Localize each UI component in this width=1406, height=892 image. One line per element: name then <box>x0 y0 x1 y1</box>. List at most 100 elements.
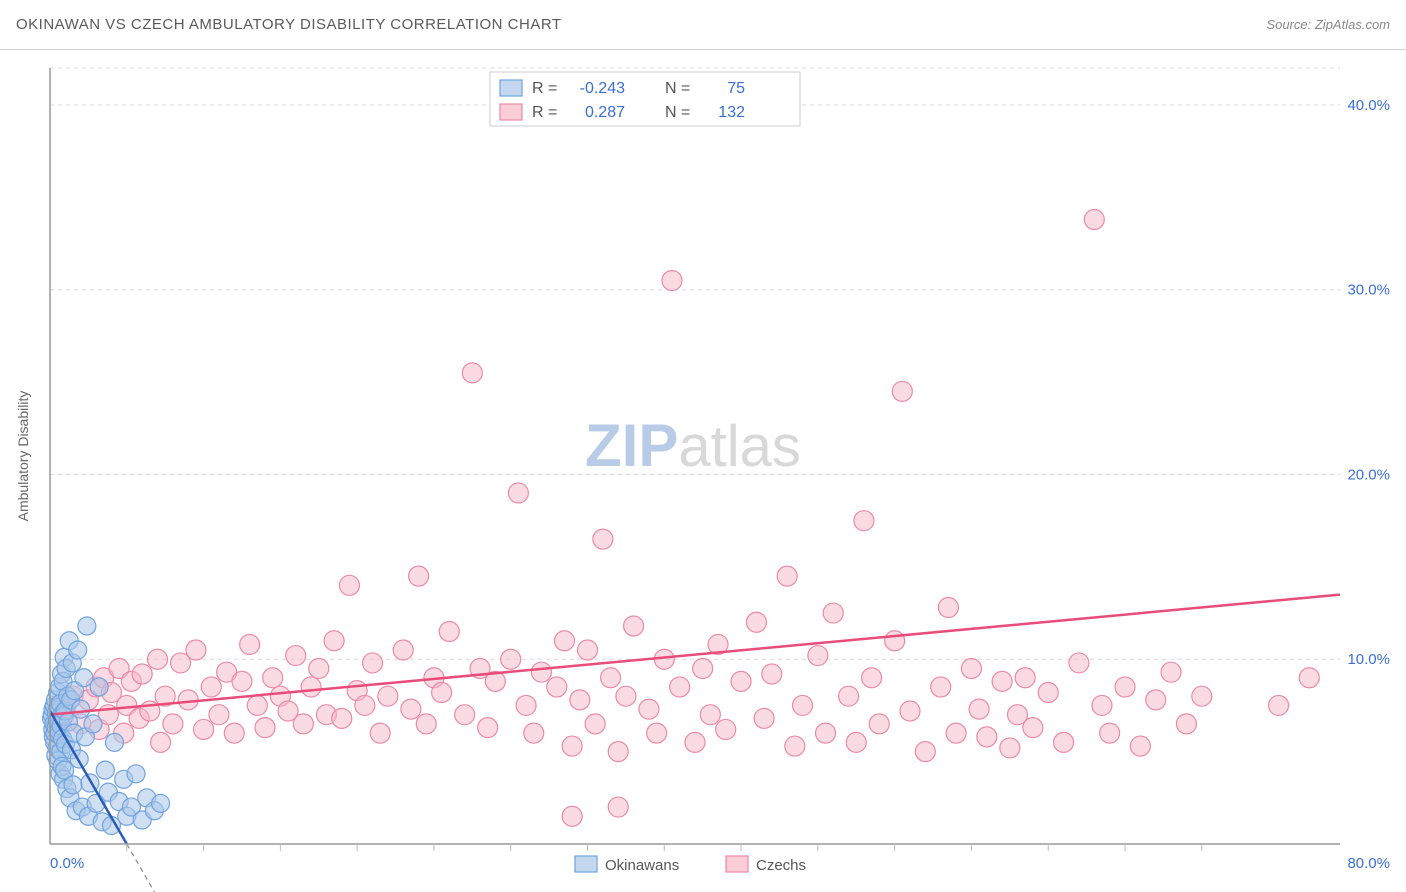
data-point <box>862 668 882 688</box>
y-tick-label: 20.0% <box>1347 466 1390 483</box>
y-tick-label: 10.0% <box>1347 651 1390 668</box>
data-point <box>151 732 171 752</box>
data-point <box>1269 695 1289 715</box>
data-point <box>1023 718 1043 738</box>
data-point <box>562 806 582 826</box>
data-point <box>785 736 805 756</box>
data-point <box>439 622 459 642</box>
data-point <box>178 690 198 710</box>
data-point <box>1299 668 1319 688</box>
legend-R-label: R = <box>532 104 557 121</box>
legend-swatch <box>575 856 597 872</box>
data-point <box>332 708 352 728</box>
data-point <box>685 732 705 752</box>
data-point <box>1161 662 1181 682</box>
legend-R-value: -0.243 <box>580 80 625 97</box>
data-point <box>554 631 574 651</box>
data-point <box>240 634 260 654</box>
data-point <box>416 714 436 734</box>
legend-N-value: 132 <box>718 104 745 121</box>
data-point <box>731 671 751 691</box>
data-point <box>1038 682 1058 702</box>
chart-area: 10.0%20.0%30.0%40.0%ZIPatlas0.0%80.0%Amb… <box>0 50 1406 892</box>
data-point <box>309 658 329 678</box>
y-tick-label: 40.0% <box>1347 97 1390 114</box>
scatter-chart: 10.0%20.0%30.0%40.0%ZIPatlas0.0%80.0%Amb… <box>0 50 1406 892</box>
data-point <box>869 714 889 734</box>
data-point <box>593 529 613 549</box>
legend-N-label: N = <box>665 80 690 97</box>
chart-title: OKINAWAN VS CZECH AMBULATORY DISABILITY … <box>16 16 562 33</box>
data-point <box>1000 738 1020 758</box>
data-point <box>754 708 774 728</box>
legend-R-label: R = <box>532 80 557 97</box>
data-point <box>900 701 920 721</box>
data-point <box>616 686 636 706</box>
data-point <box>355 695 375 715</box>
data-point <box>531 662 551 682</box>
data-point <box>224 723 244 743</box>
data-point <box>885 631 905 651</box>
data-point <box>84 715 102 733</box>
data-point <box>462 363 482 383</box>
data-point <box>152 794 170 812</box>
data-point <box>106 733 124 751</box>
data-point <box>339 575 359 595</box>
data-point <box>977 727 997 747</box>
data-point <box>127 765 145 783</box>
data-point <box>186 640 206 660</box>
data-point <box>263 668 283 688</box>
trendline-okinawans-ext <box>127 844 173 892</box>
data-point <box>1130 736 1150 756</box>
data-point <box>508 483 528 503</box>
data-point <box>69 641 87 659</box>
data-point <box>1176 714 1196 734</box>
data-point <box>946 723 966 743</box>
data-point <box>1069 653 1089 673</box>
legend-R-value: 0.287 <box>585 104 625 121</box>
data-point <box>793 695 813 715</box>
data-point <box>562 736 582 756</box>
legend-label: Okinawans <box>605 857 679 874</box>
data-point <box>777 566 797 586</box>
data-point <box>585 714 605 734</box>
data-point <box>132 664 152 684</box>
legend-swatch <box>726 856 748 872</box>
data-point <box>1115 677 1135 697</box>
data-point <box>700 705 720 725</box>
data-point <box>96 761 114 779</box>
x-tick-label: 0.0% <box>50 855 84 872</box>
data-point <box>624 616 644 636</box>
data-point <box>255 718 275 738</box>
y-tick-label: 30.0% <box>1347 282 1390 299</box>
data-point <box>969 699 989 719</box>
data-point <box>432 682 452 702</box>
data-point <box>547 677 567 697</box>
data-point <box>209 705 229 725</box>
data-point <box>716 719 736 739</box>
data-point <box>78 617 96 635</box>
data-point <box>846 732 866 752</box>
data-point <box>693 658 713 678</box>
data-point <box>992 671 1012 691</box>
data-point <box>455 705 475 725</box>
data-point <box>608 797 628 817</box>
data-point <box>1100 723 1120 743</box>
data-point <box>1084 210 1104 230</box>
data-point <box>148 649 168 669</box>
data-point <box>232 671 252 691</box>
data-point <box>163 714 183 734</box>
data-point <box>90 678 108 696</box>
data-point <box>72 700 90 718</box>
watermark: ZIPatlas <box>585 412 801 479</box>
data-point <box>823 603 843 623</box>
data-point <box>816 723 836 743</box>
data-point <box>670 677 690 697</box>
data-point <box>961 658 981 678</box>
data-point <box>839 686 859 706</box>
x-tick-label: 80.0% <box>1347 855 1390 872</box>
data-point <box>363 653 383 673</box>
data-point <box>378 686 398 706</box>
data-point <box>194 719 214 739</box>
data-point <box>639 699 659 719</box>
